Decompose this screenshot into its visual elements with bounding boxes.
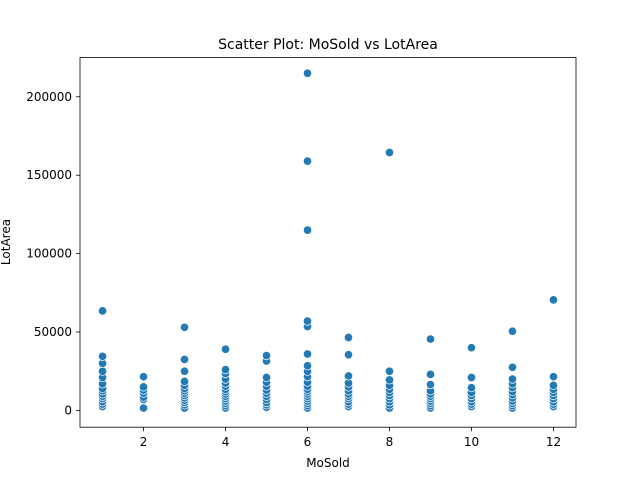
points-layer [97,68,559,413]
scatter-point [425,379,436,390]
scatter-point [343,371,354,381]
scatter-point [507,374,518,384]
scatter-point [302,225,313,235]
y-axis-label: LotArea [0,219,13,265]
x-tick-label: 12 [546,435,561,449]
y-tick-label: 50000 [34,325,72,339]
scatter-point [343,332,354,343]
scatter-point [261,372,272,383]
y-tick-label: 0 [64,403,72,417]
scatter-point [425,369,436,379]
scatter-point [507,326,518,336]
x-tick-label: 2 [140,435,148,449]
scatter-point [425,334,436,344]
x-axis-label: MoSold [306,456,350,470]
scatter-point [384,366,395,376]
scatter-point [302,361,313,371]
x-tick-label: 10 [464,435,479,449]
scatter-point [343,350,354,360]
scatter-point [302,68,313,78]
scatter-point [220,344,231,354]
y-tick-label: 100000 [26,247,72,261]
scatter-point [548,372,559,382]
x-tick-label: 4 [222,435,230,449]
y-axis-ticks: 0 50000 100000 150000 200000 [26,90,80,417]
scatter-point [548,380,559,390]
scatter-point [97,351,108,361]
scatter-point [179,376,190,386]
scatter-point [302,316,313,326]
y-tick-label: 150000 [26,168,72,182]
scatter-point [466,343,477,353]
scatter-point [548,295,559,305]
scatter-point [220,365,231,375]
scatter-point [384,375,395,385]
scatter-point [97,366,108,376]
scatter-point [138,403,149,413]
scatter-point [138,372,149,382]
scatter-point [302,349,313,359]
scatter-point [466,383,477,393]
scatter-point [384,147,395,158]
scatter-point [302,156,313,166]
scatter-point [507,362,518,372]
x-tick-label: 6 [304,435,312,449]
scatter-point [97,306,108,316]
chart-title: Scatter Plot: MoSold vs LotArea [218,37,438,53]
y-tick-label: 200000 [26,90,72,104]
scatter-point [466,372,477,383]
x-axis-ticks: 2 4 6 8 10 12 [140,427,561,449]
scatter-point [179,354,190,365]
plot-area-frame [79,57,577,428]
x-tick-label: 8 [386,435,394,449]
scatter-point [138,382,149,392]
scatter-point [261,350,272,361]
scatter-point [179,366,190,376]
scatter-point [179,322,190,332]
